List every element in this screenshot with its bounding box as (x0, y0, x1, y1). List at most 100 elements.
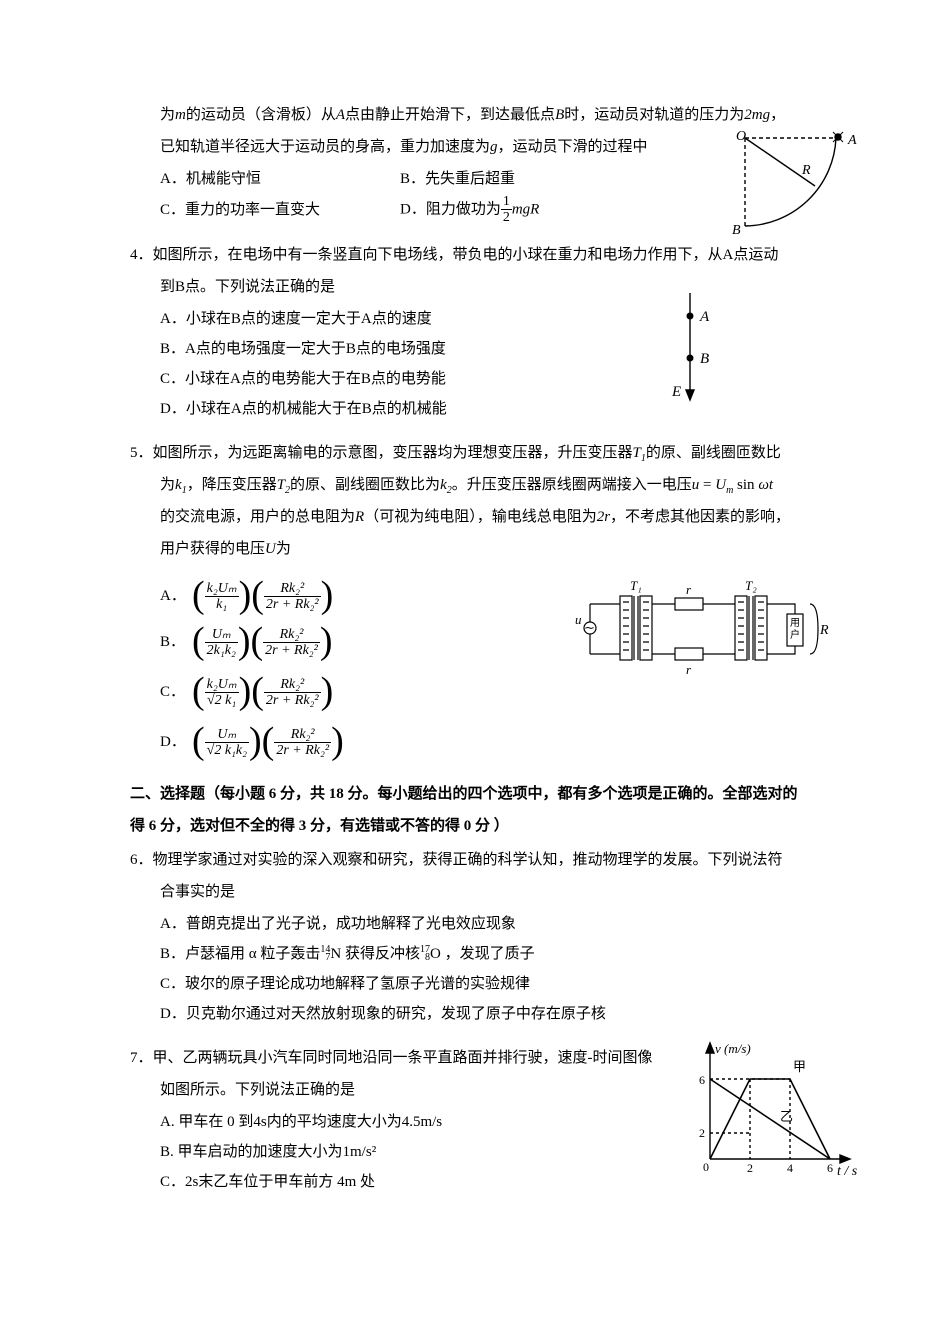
q3-s1b: 的运动员（含滑板）从 (186, 107, 336, 123)
q5D-d2: 2r + Rk₂² (274, 743, 331, 758)
q7f-y6: 6 (699, 1073, 705, 1087)
q3-fig-R: R (801, 163, 811, 178)
q3-s1c: 点由静止开始滑下，到达最低点 (345, 107, 555, 123)
q5-s2c: 的原、副线圈匝数比为 (290, 477, 440, 493)
q5f-user2: 户 (790, 628, 800, 641)
q6-s1: 物理学家通过对实验的深入观察和研究，获得正确的科学认知，推动物理学的发展。下列说… (153, 852, 783, 868)
q7f-x6: 6 (827, 1161, 833, 1175)
q6B-b: 获得反冲核 (341, 946, 420, 962)
q5f-tilde: ∼ (584, 620, 595, 635)
q4-fig-A: A (699, 309, 710, 325)
q5-options: A． (k₂Uₘk₁)(Rk₂²2r + Rk₂²) B． (Uₘ2k₁k₂)(… (160, 574, 570, 766)
q4D-B: B (362, 401, 372, 417)
q4D-b: 点的机械能大于在 (242, 401, 362, 417)
q3-A1: A (336, 107, 345, 123)
q4B-b: 点的电场强度一定大于 (196, 341, 346, 357)
q4A-A2: A (361, 311, 372, 327)
q5C-d2: 2r + Rk₂² (264, 693, 321, 708)
q4A-b: 点的速度一定大于 (241, 311, 361, 327)
q5B-n2: Rk₂² (263, 627, 320, 643)
q7C-a: C． (160, 1174, 185, 1190)
q5-eq: = (699, 477, 715, 493)
q5B-lbl: B． (160, 635, 192, 650)
q4D-c: 点的机械能 (372, 401, 447, 417)
question-6: 6．物理学家通过对实验的深入观察和研究，获得正确的科学认知，推动物理学的发展。下… (130, 845, 830, 1029)
q5f-R: R (819, 623, 829, 638)
q4-s2b: 点。下列说法正确的是 (185, 279, 335, 295)
q3-fig-O: O (736, 129, 746, 144)
q7C-b: 末乙车位于甲车前方 4m 处 (198, 1174, 375, 1190)
q7f-yi: 乙 (780, 1109, 793, 1124)
question-3: O A R B 为m的运动员（含滑板）从A点由静止开始滑下，到达最低点B时，运动… (130, 100, 830, 226)
q5-ueq: u = Um sin ωt (692, 477, 773, 493)
q6B-OZ: 8 (420, 954, 430, 962)
q6-optC: C．玻尔的原子理论成功地解释了氢原子光谱的实验规律 (160, 969, 830, 999)
q5A-d2: 2r + Rk₂² (264, 597, 321, 612)
q5A-d1: k₁ (205, 597, 239, 612)
q5-stem-line2: 为k1，降压变压器T2的原、副线圈匝数比为k2。升压变压器原线圈两端接入一电压u… (130, 470, 830, 500)
question-5: 5．如图所示，为远距离输电的示意图，变压器均为理想变压器，升压变压器T1的原、副… (130, 438, 830, 766)
q3-B1: B (555, 107, 564, 123)
q3-options: A．机械能守恒 B．先失重后超重 C．重力的功率一直变大 D．阻力做功为12mg… (130, 164, 830, 226)
q5f-r1: r (686, 582, 692, 597)
q6-options: A．普朗克提出了光子说，成功地解释了光电效应现象 B．卢瑟福用 α 粒子轰击14… (130, 909, 830, 1029)
q5D-lbl: D． (160, 735, 192, 750)
q5-k1: k1 (175, 477, 187, 493)
q7A-a: A. 甲车在 0 到 (160, 1114, 253, 1130)
q4B-a: B． (160, 341, 185, 357)
q3-s1a: 为 (160, 107, 175, 123)
q4B-B: B (346, 341, 356, 357)
q6-num: 6． (130, 852, 153, 868)
q6-stem-line2: 合事实的是 (130, 877, 830, 907)
q5C-n1: k₂Uₘ (205, 677, 239, 693)
q5-stem-line1: 5．如图所示，为远距离输电的示意图，变压器均为理想变压器，升压变压器T1的原、副… (130, 438, 830, 468)
q5-Um: U (715, 477, 726, 493)
q7B-a: B. 甲车启动的加速度大小为 (160, 1144, 343, 1160)
q4C-c: 点的电势能 (371, 371, 446, 387)
q5A-lbl: A． (160, 589, 192, 604)
q6-optD: D．贝克勒尔通过对天然放射现象的研究，发现了原子中存在原子核 (160, 999, 830, 1029)
q4C-A: A (230, 371, 241, 387)
q7A-4s: 4s (253, 1114, 266, 1130)
q4-s1b: 点运动 (733, 247, 778, 263)
q4B-c: 点的电场强度 (356, 341, 446, 357)
q5-optC: C． (k₂Uₘ√2 k₁)(Rk₂²2r + Rk₂²) (160, 674, 390, 712)
q4-stem-line1: 4．如图所示，在电场中有一条竖直向下电场线，带负电的小球在重力和电场力作用下，从… (130, 240, 830, 270)
q3-optB: B．先失重后超重 (400, 164, 515, 194)
q5-R: R (355, 509, 364, 525)
q4A-c: 点的速度 (372, 311, 432, 327)
q5-stem-line4: 用户获得的电压U为 (130, 534, 830, 564)
q4B-A: A (185, 341, 196, 357)
q5-s3a: 的交流电源，用户的总电阻为 (160, 509, 355, 525)
q3-optD: D．阻力做功为12mgR (400, 194, 539, 226)
question-4: A B E 4．如图所示，在电场中有一条竖直向下电场线，带负电的小球在重力和电场… (130, 240, 830, 424)
q5-s2a: 为 (160, 477, 175, 493)
q5f-T2: T₂ (745, 578, 757, 593)
q3-figure: O A R B (730, 126, 860, 236)
q5f-u: u (575, 612, 582, 627)
q3-fig-A: A (847, 133, 857, 148)
q4C-a: C．小球在 (160, 371, 230, 387)
q5-stem-line3: 的交流电源，用户的总电阻为R（可视为纯电阻），输电线总电阻为2r，不考虑其他因素… (130, 502, 830, 532)
q6-stem-line1: 6．物理学家通过对实验的深入观察和研究，获得正确的科学认知，推动物理学的发展。下… (130, 845, 830, 875)
q5D-n2: Rk₂² (274, 727, 331, 743)
q5-k2t: k (440, 477, 447, 493)
q3-s2b: ，运动员下滑的过程中 (498, 139, 648, 155)
q5-s3c: ，不考虑其他因素的影响， (610, 509, 790, 525)
q5C-d1: √2 k₁ (205, 693, 239, 708)
q5-T2t: T (277, 477, 285, 493)
q5-num: 5． (130, 445, 153, 461)
q3-stem-line1: 为m的运动员（含滑板）从A点由静止开始滑下，到达最低点B时，运动员对轨道的压力为… (130, 100, 830, 130)
q7f-jia: 甲 (793, 1059, 806, 1074)
q7-figure: v (m/s) 6 2 0 2 4 6 t / s 甲 乙 (685, 1039, 860, 1179)
q6B-O: O (430, 946, 441, 962)
q5B-d2: 2r + Rk₂² (263, 643, 320, 658)
q7f-xlab: t / s (837, 1164, 858, 1179)
q5-sin: sin (733, 477, 758, 493)
q5A-n1: k₂Uₘ (205, 581, 239, 597)
q7-num: 7． (130, 1050, 153, 1066)
q7f-y2: 2 (699, 1126, 705, 1140)
q4-B1: B (175, 279, 185, 295)
q7A-b: 内的平均速度大小为 (267, 1114, 402, 1130)
q5-k1t: k (175, 477, 182, 493)
